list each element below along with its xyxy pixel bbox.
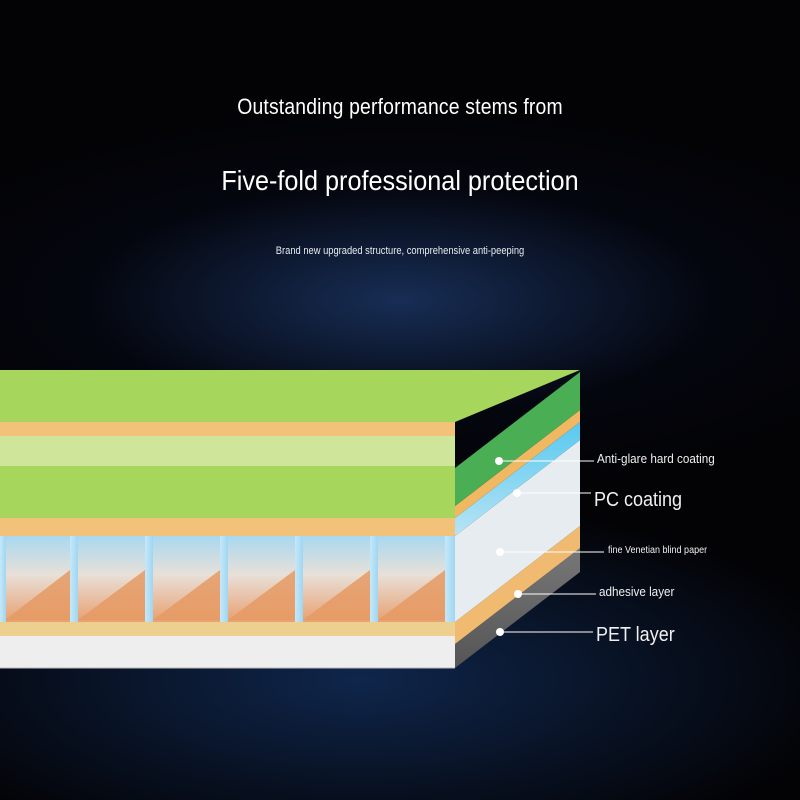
anti-glare-layer-front — [0, 466, 455, 518]
pet-layer-front — [0, 636, 455, 668]
adhesive-layer-side — [455, 526, 580, 644]
anti-glare-layer-top — [0, 370, 580, 422]
label-pet-layer: PET layer — [596, 624, 675, 646]
upper-orange-side — [455, 410, 580, 518]
label-anti-glare-hard-coating: Anti-glare hard coating — [597, 451, 715, 466]
leader-anti-glare — [495, 457, 594, 465]
pale-green-band — [0, 436, 455, 466]
orange-band-front — [0, 518, 455, 536]
pc-layer-side — [455, 422, 580, 536]
leader-adhesive — [514, 590, 596, 598]
venetian-layer-side — [455, 440, 580, 622]
anti-glare-layer-side — [455, 372, 580, 506]
label-adhesive-layer: adhesive layer — [599, 584, 675, 599]
label-venetian-blind-paper: fine Venetian blind paper — [608, 545, 708, 556]
leader-pet — [496, 628, 593, 636]
page-title: Five-fold professional protection — [221, 165, 579, 196]
orange-band-top — [0, 422, 455, 436]
subtitle-top: Outstanding performance stems from — [237, 94, 563, 119]
pet-layer-side — [455, 548, 580, 668]
label-pc-coating: PC coating — [594, 489, 683, 511]
leader-pc-coating — [513, 489, 591, 497]
leader-venetian — [496, 548, 604, 556]
venetian-cells — [0, 536, 455, 622]
adhesive-layer-front — [0, 622, 455, 636]
tagline: Brand new upgraded structure, comprehens… — [275, 245, 525, 257]
